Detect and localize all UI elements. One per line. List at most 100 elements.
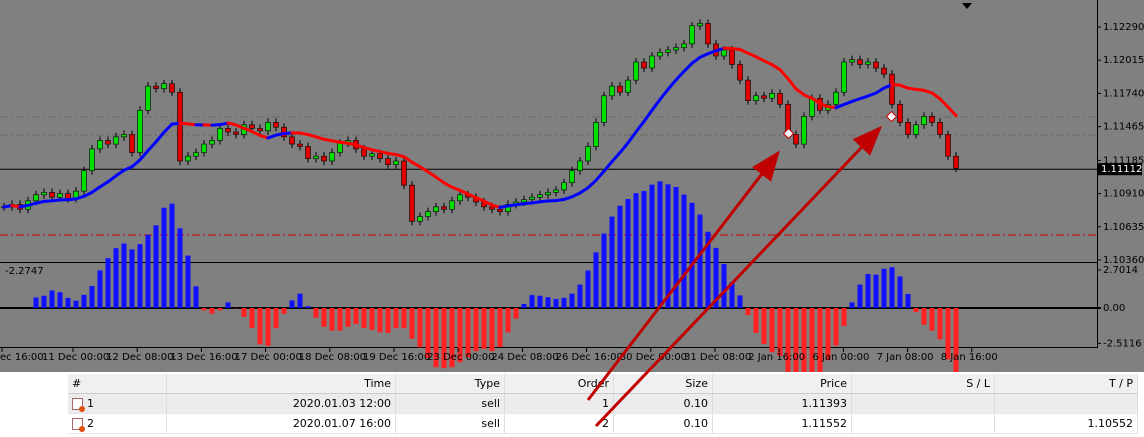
- candle: [377, 153, 383, 159]
- candle: [209, 140, 215, 145]
- histogram-bar: [81, 294, 87, 309]
- candle: [657, 52, 663, 57]
- histogram-bar: [121, 243, 127, 309]
- histogram-bar: [745, 308, 751, 316]
- column-header: Time: [166, 374, 396, 394]
- candle: [41, 192, 47, 196]
- y-tick-label: 1.11185: [1103, 155, 1144, 166]
- moving-average: [674, 69, 686, 82]
- candle: [449, 200, 455, 210]
- candle: [545, 192, 551, 196]
- histogram-bar: [65, 297, 71, 309]
- cell-text: 2020.01.03 12:00: [292, 397, 391, 410]
- histogram-bar: [281, 308, 287, 314]
- time-label: 24 Dec 08:00: [491, 352, 558, 363]
- histogram-bar: [553, 298, 559, 309]
- histogram-bar: [161, 207, 167, 309]
- candle: [737, 64, 743, 81]
- histogram-bar: [569, 293, 575, 309]
- histogram-bar: [625, 198, 631, 309]
- candle: [161, 83, 167, 89]
- order-row[interactable]: 2 2020.01.07 16:00 sell 2 0.10 1.11552 1.10552: [68, 413, 1138, 434]
- candle: [145, 85, 151, 111]
- time-label: 19 Dec 16:00: [363, 352, 430, 363]
- current-price-box: [1098, 163, 1142, 176]
- moving-average: [146, 140, 158, 153]
- y-tick-label: 1.10635: [1103, 222, 1144, 233]
- time-label: 30 Dec 00:00: [620, 352, 687, 363]
- time-label: 18 Dec 08:00: [299, 352, 366, 363]
- candle: [33, 194, 39, 202]
- y-tick-label: 1.11465: [1103, 122, 1144, 133]
- histogram-bar: [585, 270, 591, 309]
- price-chart: 1.12290 1.12015 1.11740 1.11465 1.11185 1.109…: [0, 0, 1144, 372]
- histogram-bar: [137, 244, 143, 309]
- moving-average: [578, 186, 590, 195]
- candle: [369, 153, 375, 157]
- candle: [793, 134, 799, 145]
- y-tick-label: 1.12015: [1103, 55, 1144, 66]
- histogram-bar: [609, 216, 615, 309]
- column-header: #: [68, 374, 167, 394]
- histogram-bar: [753, 308, 759, 333]
- histogram-bar: [601, 233, 607, 309]
- candle: [865, 61, 871, 65]
- candle: [537, 194, 543, 198]
- cell: [994, 393, 1138, 414]
- column-header-text: Size: [685, 377, 708, 390]
- histogram-bar: [481, 308, 487, 349]
- histogram-bar: [153, 225, 159, 309]
- moving-average: [938, 97, 950, 109]
- y-tick-label: 1.12290: [1103, 22, 1144, 33]
- candle: [233, 131, 239, 135]
- histogram-bar: [777, 308, 783, 357]
- histogram-bar: [329, 308, 335, 331]
- candle: [393, 160, 399, 165]
- candle: [601, 95, 607, 123]
- column-header-text: S / L: [966, 377, 990, 390]
- moving-average: [930, 91, 942, 101]
- moving-average: [130, 158, 142, 169]
- candle: [777, 93, 783, 105]
- candle: [569, 170, 575, 184]
- candle: [785, 103, 791, 135]
- moving-average: [642, 108, 654, 123]
- candle: [889, 73, 895, 105]
- histogram-bar: [649, 184, 655, 309]
- histogram-bar: [617, 205, 623, 309]
- histogram-bar: [49, 290, 55, 309]
- histogram-bar: [529, 295, 535, 309]
- column-header: Price: [712, 374, 852, 394]
- time-label: 31 Dec 08:00: [684, 352, 751, 363]
- cell: 2: [68, 413, 167, 434]
- histogram-bar: [889, 267, 895, 309]
- histogram-bar: [497, 308, 503, 348]
- histogram-bar: [489, 308, 495, 352]
- moving-average: [650, 97, 662, 112]
- candle: [561, 182, 567, 191]
- cell-text: 2: [87, 417, 94, 430]
- column-header-text: Order: [577, 377, 609, 390]
- moving-average: [770, 63, 782, 72]
- candle: [177, 91, 183, 162]
- candle: [89, 148, 95, 171]
- candle: [609, 85, 615, 97]
- order-row[interactable]: 1 2020.01.03 12:00 sell 1 0.10 1.11393: [68, 393, 1138, 414]
- candle: [689, 25, 695, 45]
- candle: [425, 211, 431, 217]
- histogram-bar: [865, 274, 871, 309]
- candle: [217, 128, 223, 141]
- candle: [193, 152, 199, 157]
- candle: [297, 143, 303, 147]
- histogram-bar: [337, 308, 343, 331]
- histogram-bar: [937, 308, 943, 340]
- time-label: 12 Dec 08:00: [106, 352, 173, 363]
- time-label: 6 Jan 00:00: [812, 352, 869, 363]
- candle: [257, 128, 263, 132]
- candle: [665, 49, 671, 53]
- histogram-bar: [353, 308, 359, 325]
- histogram-bar: [265, 308, 271, 346]
- candle: [897, 103, 903, 123]
- histogram-bar: [833, 308, 839, 346]
- moving-average: [162, 122, 174, 134]
